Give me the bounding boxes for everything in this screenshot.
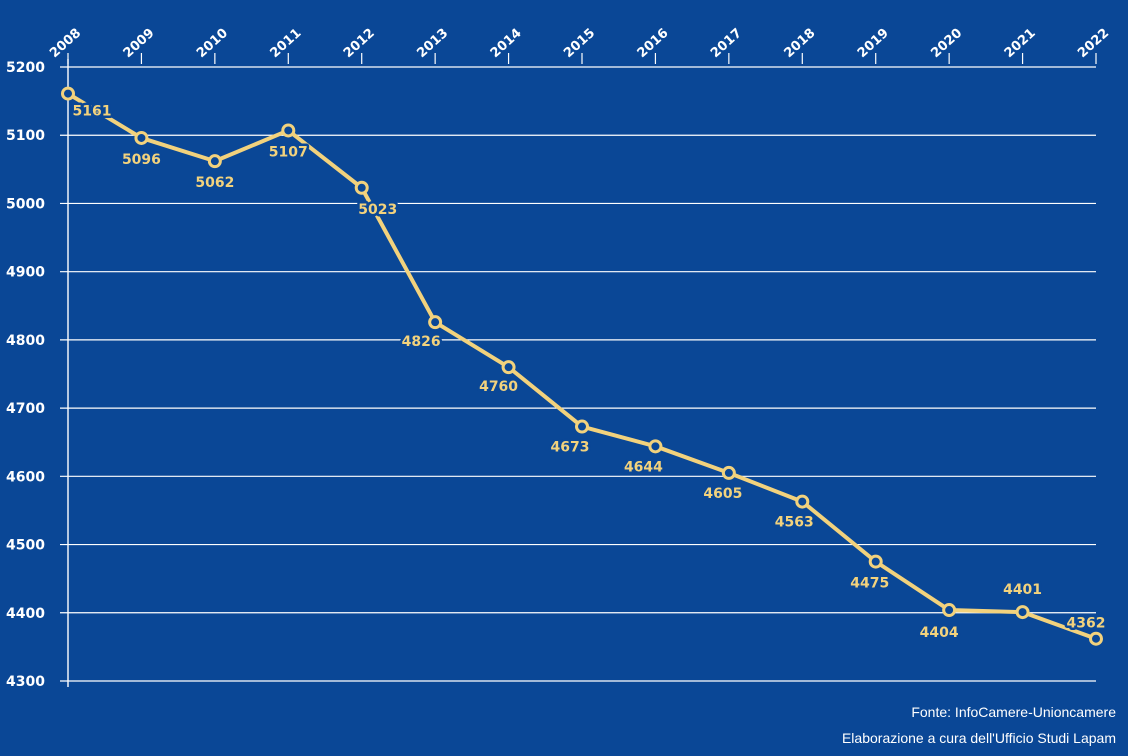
data-point-bg — [1017, 606, 1029, 618]
data-label: 4401 — [1003, 582, 1042, 598]
y-tick-label: 4400 — [6, 606, 45, 622]
data-label: 4362 — [1067, 616, 1106, 632]
y-tick-label: 4800 — [6, 333, 45, 349]
data-point — [61, 86, 75, 101]
data-point-bg — [723, 467, 735, 479]
x-tick-label: 2021 — [1002, 26, 1039, 61]
x-tick-label: 2013 — [414, 26, 451, 61]
data-point — [868, 554, 883, 569]
label-layer: 5161 5096 5062 5107 5023 4826 4760 4673 4644 4605… — [70, 101, 1108, 643]
data-point-bg — [429, 316, 441, 328]
y-tick-label: 5100 — [6, 128, 45, 144]
data-point-bg — [870, 556, 882, 568]
data-label: 4826 — [402, 334, 441, 350]
data-label: 4404 — [920, 625, 959, 641]
data-label: 4475 — [850, 576, 889, 592]
data-label: 5062 — [195, 175, 234, 191]
data-label: 4563 — [775, 515, 814, 531]
data-point-bg — [576, 421, 588, 433]
data-label: 5023 — [358, 202, 397, 218]
axis-layer: 4300 4400 4500 4600 4700 4800 4900 5000 5100 5200… — [6, 26, 1112, 690]
source-line-1: Fonte: InfoCamere-Unioncamere — [911, 704, 1116, 720]
data-point-bg — [1090, 633, 1102, 645]
data-label: 5096 — [122, 152, 161, 168]
data-point — [354, 180, 369, 195]
data-point — [1089, 631, 1103, 646]
data-point — [501, 360, 516, 375]
y-tick-label: 4300 — [6, 674, 45, 690]
data-point — [134, 130, 149, 145]
data-point-bg — [209, 155, 221, 167]
data-label: 4760 — [479, 379, 518, 395]
data-label: 4673 — [551, 440, 590, 456]
x-tick-label: 2018 — [781, 26, 818, 61]
data-label: 5161 — [73, 104, 112, 120]
data-point — [1015, 605, 1030, 620]
x-tick-label: 2008 — [47, 26, 84, 61]
data-label: 4605 — [703, 486, 742, 502]
data-point-bg — [503, 361, 515, 373]
data-point — [648, 439, 663, 454]
data-point — [575, 419, 589, 434]
x-tick-label: 2014 — [488, 26, 525, 61]
y-tick-label: 5000 — [6, 196, 45, 212]
data-point — [721, 465, 736, 480]
data-point-bg — [282, 124, 294, 136]
data-point-bg — [649, 440, 661, 452]
y-tick-label: 5200 — [6, 60, 45, 76]
data-point-bg — [796, 496, 808, 508]
data-point — [942, 603, 957, 618]
y-tick-label: 4700 — [6, 401, 45, 417]
x-tick-label: 2019 — [855, 26, 892, 61]
y-tick-label: 4500 — [6, 538, 45, 554]
x-tick-label: 2011 — [267, 26, 304, 61]
x-tick-label: 2020 — [928, 26, 965, 61]
data-label: 5107 — [269, 144, 308, 160]
x-tick-label: 2009 — [121, 26, 158, 61]
x-tick-label: 2017 — [708, 26, 745, 61]
x-tick-label: 2016 — [635, 26, 672, 61]
y-tick-label: 4600 — [6, 469, 45, 485]
x-tick-label: 2010 — [194, 26, 231, 61]
data-point — [795, 494, 810, 509]
y-tick-label: 4900 — [6, 265, 45, 281]
x-tick-label: 2012 — [341, 26, 378, 61]
data-point-bg — [135, 132, 147, 144]
data-point — [207, 154, 222, 169]
source-line-2: Elaborazione a cura dell'Ufficio Studi L… — [841, 730, 1116, 746]
data-point-bg — [62, 88, 74, 100]
series-layer — [61, 86, 1103, 646]
x-tick-label: 2015 — [561, 26, 598, 61]
data-point — [428, 315, 443, 330]
data-point-bg — [943, 604, 955, 616]
data-point — [281, 123, 296, 138]
grid-layer — [60, 66, 1096, 682]
data-label: 4644 — [624, 459, 663, 475]
data-point-bg — [356, 182, 368, 194]
x-tick-label: 2022 — [1075, 26, 1112, 61]
